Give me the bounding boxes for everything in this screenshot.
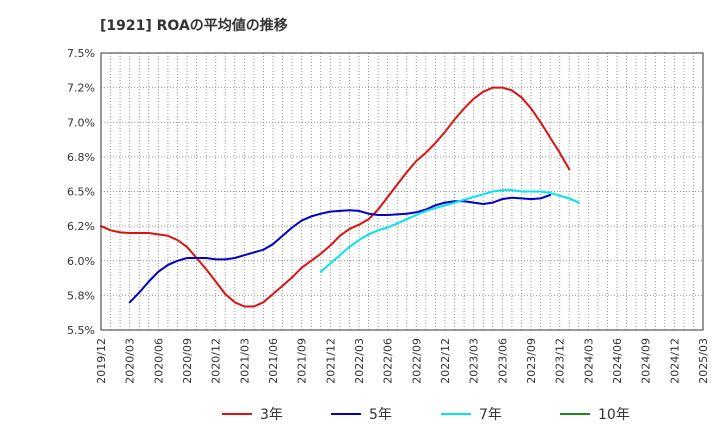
x-tick-label: 2021/09 <box>296 338 309 384</box>
x-tick-label: 2022/09 <box>410 338 423 384</box>
x-tick-label: 2025/03 <box>697 338 710 384</box>
x-axis-ticks: 2019/12 2020/03 2020/06 2020/09 2020/12 2021/… <box>95 338 710 384</box>
series-lines <box>100 86 580 308</box>
series-line-7年 <box>319 189 580 273</box>
x-tick-label: 2023/06 <box>496 338 509 384</box>
x-tick-label: 2021/03 <box>238 338 251 384</box>
x-tick-label: 2023/12 <box>554 338 567 384</box>
x-tick-label: 2024/03 <box>582 338 595 384</box>
y-tick-label: 7.5% <box>67 47 95 60</box>
y-tick-label: 6.2% <box>67 220 95 233</box>
chart-title: [1921] ROAの平均値の推移 <box>100 17 288 34</box>
x-tick-label: 2019/12 <box>95 338 108 384</box>
y-axis-ticks: 5.5% 5.8% 6.0% 6.2% 6.5% 6.8% 7.0% 7.2% 7.5% <box>67 47 95 337</box>
y-tick-label: 6.0% <box>67 255 95 268</box>
x-tick-label: 2024/12 <box>668 338 681 384</box>
legend-label: 3年 <box>260 407 283 423</box>
x-tick-label: 2024/06 <box>611 338 624 384</box>
x-tick-label: 2022/12 <box>439 338 452 384</box>
x-tick-label: 2021/12 <box>324 338 337 384</box>
y-tick-label: 7.2% <box>67 82 95 95</box>
x-tick-label: 2022/03 <box>353 338 366 384</box>
x-tick-label: 2020/06 <box>152 338 165 384</box>
legend-label: 10年 <box>598 407 630 423</box>
x-tick-label: 2023/03 <box>468 338 481 384</box>
x-tick-label: 2020/03 <box>124 338 137 384</box>
series-line-3年 <box>100 86 571 308</box>
legend-label: 5年 <box>369 407 392 423</box>
y-tick-label: 5.5% <box>67 324 95 337</box>
x-tick-label: 2020/09 <box>181 338 194 384</box>
y-tick-label: 5.8% <box>67 289 95 302</box>
y-tick-label: 6.8% <box>67 151 95 164</box>
plot-frame <box>100 52 704 331</box>
legend: 3年 5年 7年 10年 <box>222 407 630 423</box>
x-tick-label: 2022/06 <box>382 338 395 384</box>
y-tick-label: 7.0% <box>67 116 95 129</box>
x-tick-label: 2024/09 <box>640 338 653 384</box>
y-tick-label: 6.5% <box>67 186 95 199</box>
series-line-5年 <box>128 194 552 304</box>
x-tick-label: 2021/06 <box>267 338 280 384</box>
x-tick-label: 2023/09 <box>525 338 538 384</box>
legend-label: 7年 <box>479 407 502 423</box>
x-tick-label: 2020/12 <box>210 338 223 384</box>
